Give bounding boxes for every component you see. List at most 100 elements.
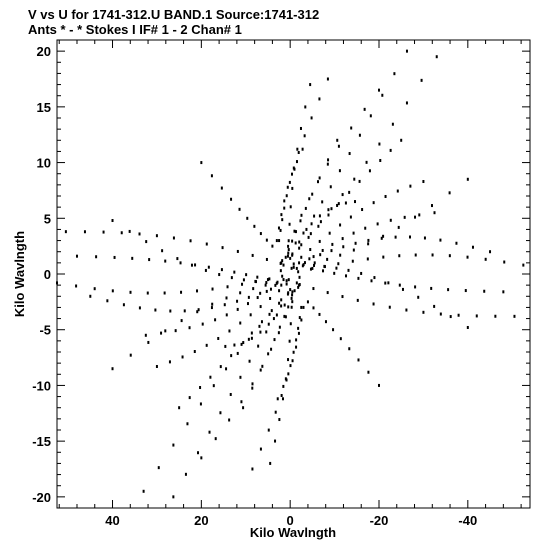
- data-point: [348, 152, 351, 156]
- data-point: [291, 186, 294, 190]
- data-point: [431, 253, 434, 257]
- data-point: [289, 364, 292, 368]
- data-point: [295, 160, 298, 164]
- data-point: [294, 241, 297, 245]
- data-point: [471, 245, 474, 249]
- data-point: [457, 313, 460, 317]
- data-point: [289, 256, 292, 260]
- y-tick-label: 10: [37, 156, 51, 171]
- data-point: [241, 282, 244, 286]
- data-point: [287, 248, 290, 252]
- data-point: [503, 260, 506, 264]
- data-point: [297, 331, 300, 335]
- data-point: [230, 276, 233, 280]
- data-point: [279, 228, 282, 232]
- data-point: [236, 351, 239, 355]
- data-point: [75, 284, 78, 288]
- data-point: [365, 160, 368, 164]
- data-point: [205, 242, 208, 246]
- data-point: [330, 207, 333, 211]
- data-point: [344, 201, 347, 205]
- data-point: [494, 314, 497, 318]
- data-point: [349, 215, 352, 219]
- data-point: [239, 321, 242, 325]
- data-point: [398, 283, 401, 287]
- data-point: [300, 255, 303, 259]
- data-point: [336, 203, 339, 207]
- data-point: [164, 329, 167, 333]
- data-point: [299, 219, 302, 223]
- data-point: [280, 283, 283, 287]
- data-point: [291, 300, 294, 304]
- data-point: [148, 258, 151, 262]
- data-point: [357, 358, 360, 362]
- data-point: [405, 308, 408, 312]
- data-point: [420, 78, 423, 82]
- data-point: [272, 317, 275, 321]
- data-point: [379, 158, 382, 162]
- data-point: [311, 192, 314, 196]
- data-point: [145, 240, 148, 244]
- data-point: [278, 289, 281, 293]
- data-point: [251, 253, 254, 257]
- data-point: [295, 345, 298, 349]
- data-point: [154, 308, 157, 312]
- data-point: [290, 266, 293, 270]
- data-point: [131, 256, 134, 260]
- data-point: [291, 239, 294, 243]
- data-point: [138, 232, 141, 236]
- data-point: [331, 242, 334, 246]
- data-point: [291, 172, 293, 176]
- data-point: [382, 255, 385, 259]
- data-point: [298, 240, 301, 244]
- data-point: [327, 208, 330, 212]
- data-point: [294, 230, 297, 234]
- data-point: [267, 352, 270, 356]
- data-point: [405, 101, 408, 105]
- data-point: [303, 134, 306, 138]
- data-point: [180, 290, 183, 294]
- data-point: [291, 290, 294, 294]
- data-point: [258, 324, 261, 328]
- data-point: [172, 495, 175, 499]
- data-point: [223, 303, 226, 307]
- data-point: [287, 291, 290, 295]
- data-point: [313, 214, 316, 218]
- data-point: [242, 406, 245, 410]
- data-point: [378, 88, 380, 92]
- data-point: [280, 394, 283, 397]
- data-point: [155, 234, 158, 238]
- data-point: [292, 262, 295, 266]
- data-point: [304, 206, 307, 210]
- data-point: [301, 147, 304, 151]
- data-point: [433, 304, 436, 308]
- data-point: [253, 224, 256, 228]
- data-point: [290, 296, 293, 300]
- data-point: [341, 295, 344, 299]
- data-point: [337, 144, 340, 148]
- data-point: [310, 116, 313, 120]
- data-point: [259, 447, 262, 451]
- data-point: [259, 232, 262, 236]
- data-point: [348, 190, 351, 194]
- data-point: [144, 333, 147, 337]
- data-point: [271, 244, 274, 248]
- data-point: [111, 219, 114, 223]
- data-point: [302, 305, 305, 309]
- data-point: [224, 344, 227, 348]
- data-point: [326, 162, 329, 166]
- data-point: [197, 308, 200, 312]
- data-point: [327, 158, 330, 162]
- data-point: [265, 289, 268, 293]
- data-point: [391, 122, 394, 126]
- axis-ticks: 40 20 0 -20 -40 -20 -15 -10 -5 0 5 10 15 20: [32, 39, 530, 528]
- data-point: [291, 293, 294, 297]
- data-point: [251, 382, 254, 386]
- data-point: [367, 370, 370, 374]
- data-point: [401, 287, 404, 291]
- data-point: [313, 263, 316, 267]
- data-point: [292, 166, 295, 170]
- data-point: [218, 273, 221, 277]
- data-point: [297, 270, 300, 274]
- data-point: [250, 331, 253, 335]
